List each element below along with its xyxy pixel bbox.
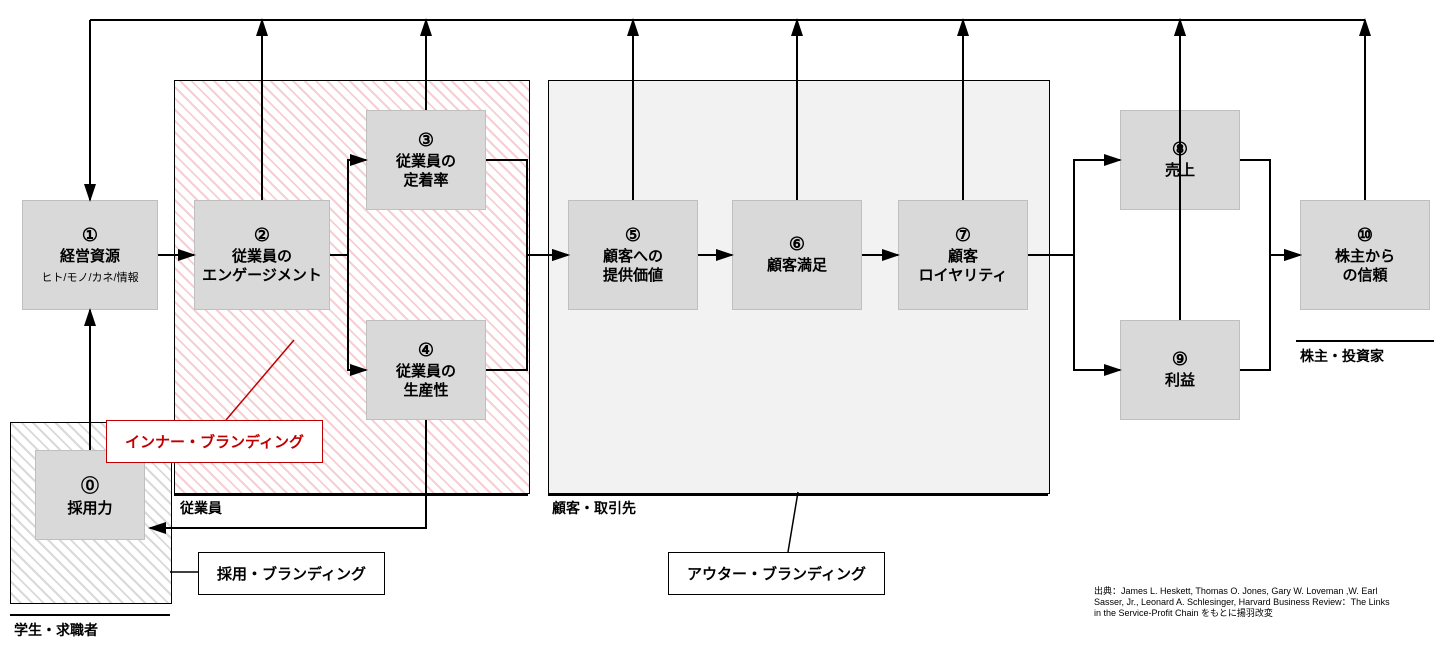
caption-customers: 顧客・取引先: [552, 498, 636, 518]
node-subtitle: ヒト/モノ/カネ/情報: [41, 269, 138, 285]
node-number: ⑧: [1172, 139, 1188, 160]
node-n0: ⓪ 採用力: [35, 450, 145, 540]
node-number: ⓪: [81, 472, 99, 498]
underline-u_stud: [10, 614, 170, 616]
node-title: 経営資源: [60, 248, 120, 267]
node-n8: ⑧ 売上: [1120, 110, 1240, 210]
node-title: 従業員の生産性: [396, 363, 456, 401]
node-n2: ②従業員のエンゲージメント: [194, 200, 330, 310]
node-number: ⑤: [625, 225, 641, 246]
caption-students: 学生・求職者: [14, 620, 98, 640]
node-number: ③: [418, 130, 434, 151]
caption-employees: 従業員: [180, 498, 222, 518]
node-number: ⑨: [1172, 349, 1188, 370]
labelbox-recruit_label: 採用・ブランディング: [198, 552, 385, 595]
node-number: ④: [418, 340, 434, 361]
node-n7: ⑦顧客ロイヤリティ: [898, 200, 1028, 310]
node-number: ①: [82, 225, 98, 246]
node-title: 顧客ロイヤリティ: [919, 248, 1008, 286]
node-n1: ① 経営資源ヒト/モノ/カネ/情報: [22, 200, 158, 310]
node-number: ②: [254, 225, 270, 246]
diagram-stage: ⓪ 採用力 ① 経営資源ヒト/モノ/カネ/情報 ②従業員のエンゲージメント ③従業員の定着…: [0, 0, 1454, 662]
node-title: 従業員の定着率: [396, 153, 456, 191]
node-title: 利益: [1165, 372, 1195, 391]
labelbox-inner_label: インナー・ブランディング: [106, 420, 323, 463]
node-title: 顧客への提供価値: [603, 248, 663, 286]
node-title: 従業員のエンゲージメント: [202, 248, 322, 286]
node-number: ⑩: [1357, 225, 1373, 246]
node-n3: ③従業員の定着率: [366, 110, 486, 210]
node-title: 売上: [1165, 162, 1195, 181]
citation: 出典：James L. Heskett, Thomas O. Jones, Ga…: [1094, 586, 1390, 618]
underline-u_cust: [548, 494, 1048, 496]
node-title: 顧客満足: [767, 257, 827, 276]
node-number: ⑥: [789, 234, 805, 255]
node-n10: ⑩株主からの信頼: [1300, 200, 1430, 310]
node-n4: ④従業員の生産性: [366, 320, 486, 420]
node-n6: ⑥ 顧客満足: [732, 200, 862, 310]
labelbox-outer_label: アウター・ブランディング: [668, 552, 885, 595]
underline-u_share: [1296, 340, 1434, 342]
underline-u_emp: [174, 494, 528, 496]
node-n5: ⑤顧客への提供価値: [568, 200, 698, 310]
node-n9: ⑨ 利益: [1120, 320, 1240, 420]
caption-shareholders: 株主・投資家: [1300, 346, 1384, 366]
node-title: 採用力: [67, 500, 112, 519]
node-title: 株主からの信頼: [1335, 248, 1395, 286]
node-number: ⑦: [955, 225, 971, 246]
